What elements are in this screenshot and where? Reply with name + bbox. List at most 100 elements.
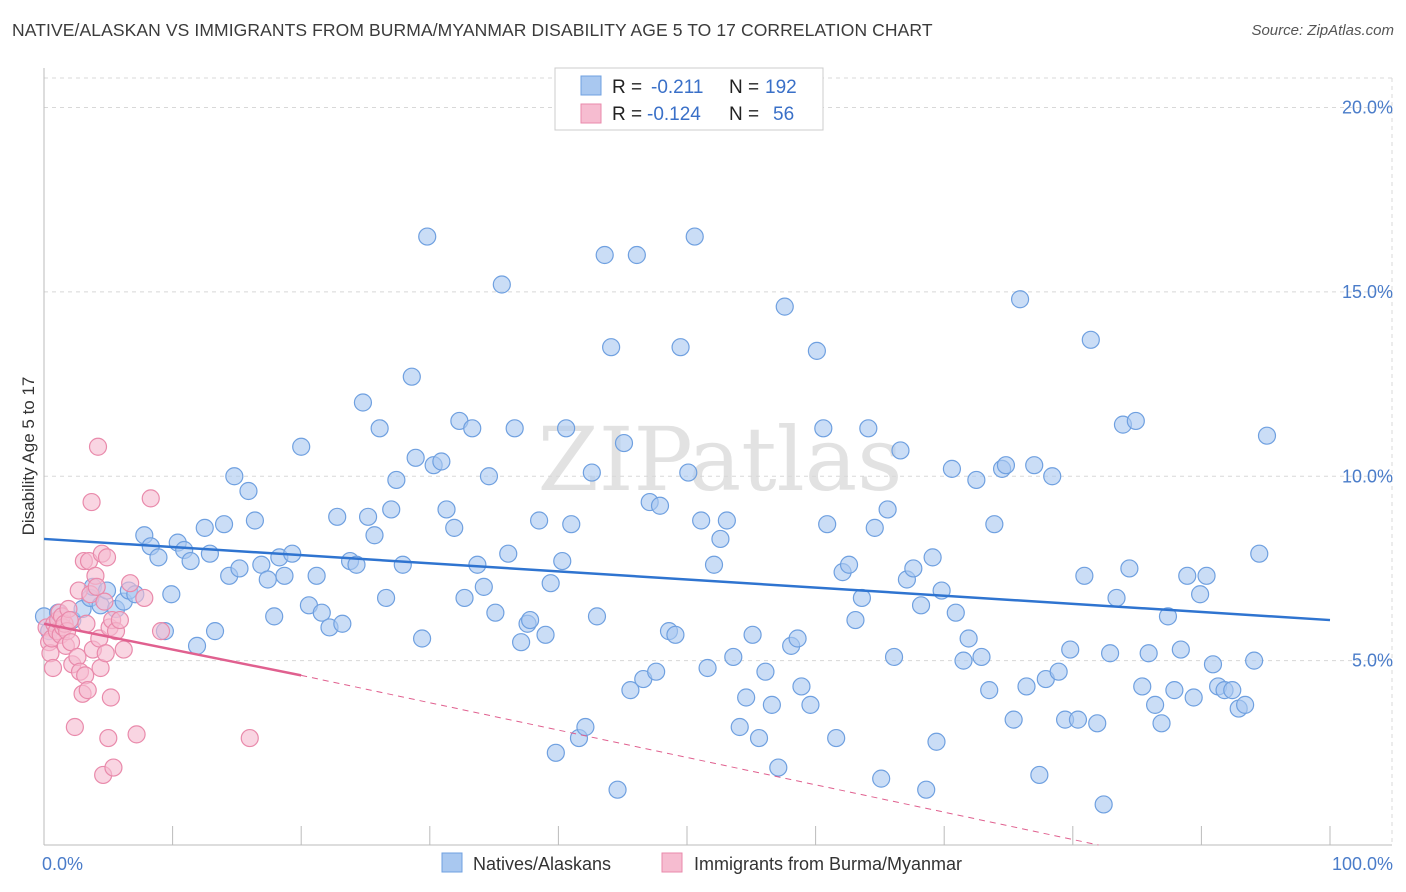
natives-point-143: [959, 629, 978, 648]
natives-point-46: [353, 393, 373, 412]
natives-point-71: [505, 419, 524, 438]
y-axis-label: Disability Age 5 to 17: [19, 377, 38, 536]
natives-point-184: [1223, 681, 1242, 700]
burma-point-48: [110, 610, 129, 630]
natives-point-144: [967, 470, 986, 490]
burma-point-51: [127, 725, 146, 744]
burma-point-34: [88, 437, 108, 456]
natives-point-137: [923, 548, 942, 567]
natives-point-78: [546, 743, 565, 762]
natives-point-98: [671, 338, 690, 357]
natives-point-161: [1075, 566, 1094, 585]
natives-point-186: [1236, 695, 1255, 714]
natives-point-106: [724, 647, 743, 667]
natives-point-75: [530, 511, 549, 530]
natives-point-83: [576, 717, 595, 737]
natives-point-90: [621, 681, 640, 700]
natives-point-86: [595, 245, 614, 265]
natives-point-23: [200, 544, 219, 563]
natives-point-156: [1043, 467, 1062, 486]
natives-point-77: [541, 574, 560, 593]
natives-point-63: [455, 588, 474, 608]
natives-points: [34, 227, 1277, 814]
natives-point-35: [275, 566, 294, 585]
burma-point-30: [82, 492, 101, 512]
natives-point-81: [562, 515, 581, 534]
natives-point-152: [1017, 677, 1036, 696]
natives-point-121: [818, 515, 837, 534]
watermark: ZIPatlas: [538, 408, 903, 511]
natives-point-109: [743, 625, 762, 644]
y-tick-label-2: 15.0%: [1342, 282, 1393, 302]
natives-point-40: [312, 603, 331, 622]
natives-point-151: [1010, 290, 1030, 309]
natives-point-177: [1178, 566, 1197, 585]
legend-swatch-blue: [580, 75, 602, 96]
y-tick-label-3: 20.0%: [1342, 98, 1393, 118]
natives-point-135: [911, 596, 931, 615]
natives-point-39: [307, 566, 326, 585]
natives-point-32: [258, 570, 277, 589]
natives-point-72: [512, 633, 531, 652]
natives-point-88: [608, 780, 627, 799]
trend-lines: [43, 537, 1331, 846]
legend-r-value-1: -0.211: [651, 77, 703, 98]
burma-point-20: [68, 647, 87, 667]
natives-point-95: [650, 496, 670, 515]
natives-point-145: [972, 647, 991, 667]
burma-point-33: [87, 577, 106, 596]
natives-point-136: [917, 780, 936, 799]
bottom-legend: Natives/Alaskans Immigrants from Burma/M…: [441, 852, 962, 874]
y-tick-labels: 5.0% 10.0% 15.0% 20.0%: [1342, 98, 1393, 671]
natives-point-138: [927, 732, 946, 751]
natives-point-91: [627, 245, 646, 265]
natives-point-20: [181, 551, 200, 571]
burma-point-4: [43, 658, 63, 678]
natives-point-101: [692, 511, 711, 530]
burma-point-55: [240, 728, 259, 748]
natives-point-42: [328, 507, 347, 526]
natives-point-59: [432, 452, 451, 471]
natives-point-30: [245, 511, 265, 530]
axes: [43, 68, 1392, 846]
natives-point-120: [814, 419, 833, 438]
natives-point-84: [582, 463, 601, 482]
natives-point-178: [1184, 688, 1203, 707]
natives-point-134: [904, 559, 923, 578]
natives-point-97: [666, 625, 685, 644]
natives-point-124: [839, 555, 859, 574]
burma-point-50: [121, 574, 140, 593]
natives-point-175: [1165, 681, 1184, 700]
natives-point-170: [1133, 677, 1152, 696]
natives-point-69: [492, 275, 511, 294]
legend: R = -0.211 N = 192 R = -0.124 N = 56: [554, 67, 824, 131]
natives-point-173: [1152, 714, 1171, 733]
natives-point-89: [614, 433, 634, 453]
natives-point-61: [445, 518, 464, 537]
natives-point-127: [859, 419, 878, 438]
natives-point-74: [521, 610, 540, 630]
natives-point-52: [387, 470, 406, 490]
legend-r-label-2: R =: [612, 104, 642, 125]
natives-point-159: [1061, 640, 1080, 659]
natives-point-171: [1139, 644, 1158, 663]
natives-point-113: [769, 758, 788, 777]
natives-point-47: [358, 507, 378, 526]
burma-point-16: [60, 610, 79, 630]
natives-point-162: [1081, 330, 1100, 349]
natives-point-68: [486, 603, 505, 622]
natives-point-111: [756, 662, 775, 681]
burma-trend-extension: [301, 674, 1099, 846]
natives-point-125: [846, 610, 865, 630]
natives-point-118: [801, 695, 820, 714]
natives-point-103: [704, 555, 724, 574]
natives-point-180: [1197, 566, 1216, 585]
natives-point-48: [365, 526, 384, 545]
natives-point-70: [499, 544, 518, 563]
burma-points: [37, 437, 259, 785]
burma-point-54: [151, 622, 171, 641]
burma-point-53: [141, 489, 160, 508]
burma-point-49: [114, 640, 133, 659]
natives-point-187: [1245, 651, 1264, 670]
natives-point-147: [985, 515, 1004, 534]
